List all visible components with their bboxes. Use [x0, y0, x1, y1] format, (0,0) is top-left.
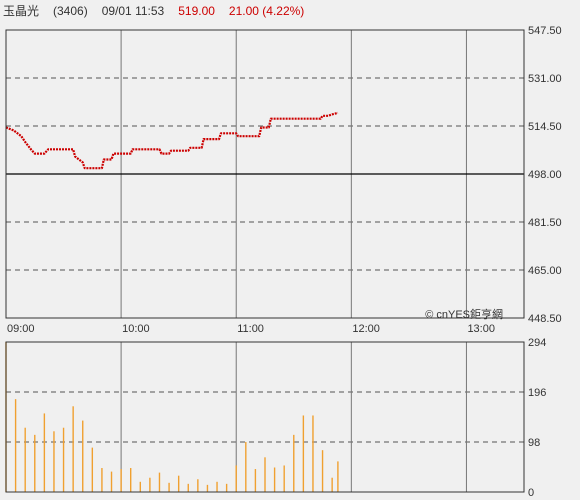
price-y-tick-label: 531.00	[528, 73, 562, 85]
price-y-tick-label: 481.50	[528, 217, 562, 229]
price-chart-frame	[5, 29, 525, 319]
price-series-line	[5, 111, 339, 170]
price-y-tick-label: 547.50	[528, 25, 562, 37]
volume-y-tick-label: 0	[528, 487, 534, 499]
price-y-axis: 547.50 531.00 514.50 498.00 481.50 465.00 448.…	[528, 25, 562, 325]
volume-chart-frame	[5, 341, 525, 493]
price-line	[5, 111, 339, 170]
price-y-tick-label: 514.50	[528, 121, 562, 133]
price-y-tick-label: 498.00	[528, 169, 562, 181]
time-x-axis: 09:00 10:00 11:00 12:00 13:00	[7, 323, 495, 335]
quote-header: 玉晶光 (3406) 09/01 11:53 519.00 21.00 (4.22%)	[3, 2, 318, 18]
price-plot-border	[5, 29, 525, 319]
volume-plot-border	[5, 341, 525, 493]
price-y-tick-label: 448.50	[528, 313, 562, 325]
stock-code: (3406)	[53, 4, 88, 18]
volume-bars	[5, 342, 339, 492]
watermark: © cnYES鉅亨網	[425, 307, 503, 321]
time-x-tick-label: 13:00	[467, 323, 495, 335]
volume-y-tick-label: 196	[528, 387, 546, 399]
price-chart-grid	[6, 30, 524, 318]
quote-datetime: 09/01 11:53	[101, 4, 165, 18]
last-price: 519.00	[178, 4, 215, 18]
time-x-tick-label: 10:00	[122, 323, 150, 335]
price-change: 21.00 (4.22%)	[228, 4, 305, 18]
volume-y-tick-label: 98	[528, 437, 540, 449]
price-y-tick-label: 465.00	[528, 265, 562, 277]
volume-y-axis: 294 196 98 0	[528, 337, 546, 499]
time-x-tick-label: 11:00	[237, 323, 264, 335]
stock-name: 玉晶光	[3, 4, 40, 18]
time-x-tick-label: 12:00	[352, 323, 380, 335]
time-x-tick-label: 09:00	[7, 323, 35, 335]
volume-y-tick-label: 294	[528, 337, 546, 349]
